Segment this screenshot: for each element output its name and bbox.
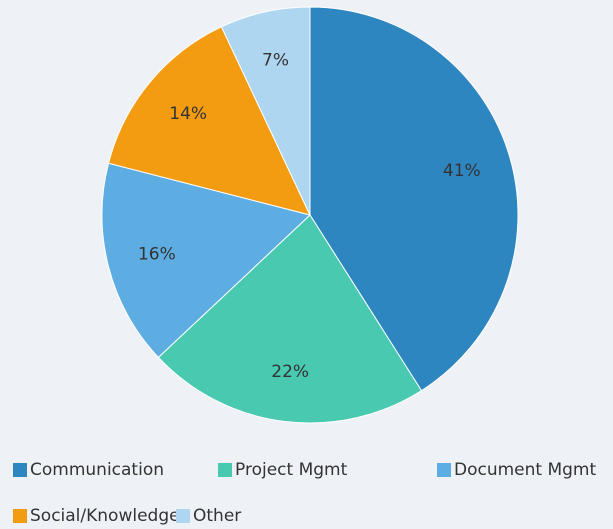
pie-slice [107,26,311,216]
pie-slice [220,6,311,216]
data-label: 14% [169,104,207,124]
legend-swatch [437,463,451,477]
data-label: 7% [262,51,289,71]
legend-label: Project Mgmt [235,460,348,480]
legend-label: Social/Knowledge [30,506,180,526]
legend-label: Other [193,506,241,526]
pie-slice [101,162,312,359]
legend-swatch [176,509,190,523]
data-label: 16% [138,244,176,264]
pie-slice [157,214,423,424]
pie-slice [309,6,519,392]
legend-swatch [13,463,27,477]
legend-label: Communication [30,460,164,480]
data-label: 22% [271,362,309,382]
data-label: 41% [443,161,481,181]
legend-swatch [218,463,232,477]
legend-swatch [13,509,27,523]
legend-label: Document Mgmt [454,460,596,480]
